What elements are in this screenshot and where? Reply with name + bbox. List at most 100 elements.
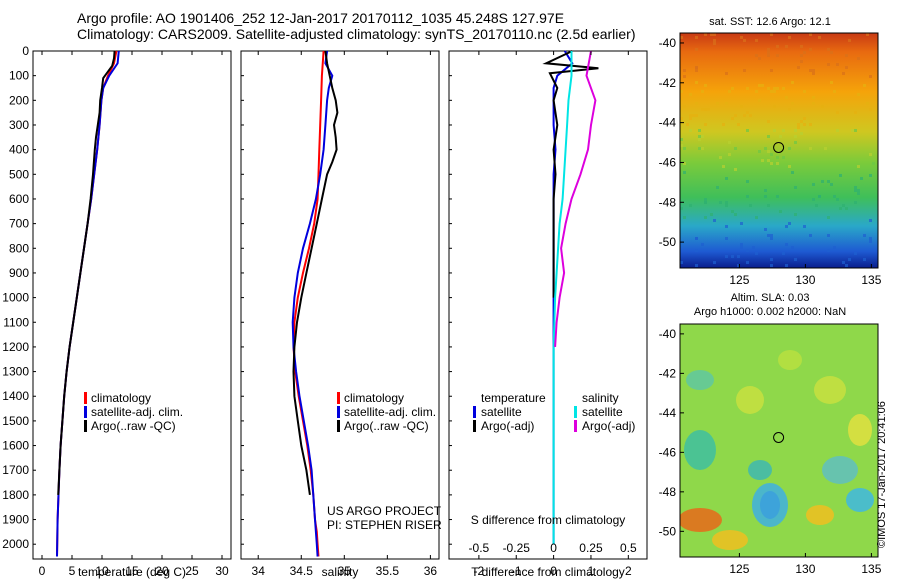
sst-cell xyxy=(785,264,788,267)
sst-cell xyxy=(857,57,860,60)
legend-label-t-argo: Argo(-adj) xyxy=(481,419,534,433)
sst-cell xyxy=(716,102,719,105)
x-tick-label: 5 xyxy=(69,564,76,578)
sst-cell xyxy=(725,177,728,180)
sst-cell xyxy=(809,48,812,51)
credit-label: ©IMOS 17-Jan-2017 20:41:06 xyxy=(876,401,888,548)
sst-cell xyxy=(695,237,698,240)
sst-cell xyxy=(803,117,806,120)
sst-cell xyxy=(755,54,758,57)
sst-cell xyxy=(719,201,722,204)
temperature-plot-frame xyxy=(32,50,232,560)
x-tick-label: 35.5 xyxy=(376,564,400,578)
y-tick-label: 900 xyxy=(9,266,29,280)
sst-cell xyxy=(854,252,857,255)
sst-cell xyxy=(869,219,872,222)
legend-label-satellite: satellite-adj. clim. xyxy=(344,405,436,419)
sst-cell xyxy=(812,96,815,99)
sst-cell xyxy=(758,84,761,87)
sst-cell xyxy=(713,42,716,45)
legend-label-climatology: climatology xyxy=(344,391,404,405)
y-tick-label: 600 xyxy=(9,192,29,206)
sst-cell xyxy=(755,252,758,255)
sst-cell xyxy=(803,90,806,93)
sla-feature xyxy=(846,488,874,512)
sst-cell xyxy=(728,153,731,156)
sst-cell xyxy=(845,66,848,69)
legend-swatch-s-satellite xyxy=(574,406,577,418)
sst-cell xyxy=(812,102,815,105)
legend-swatch-argo xyxy=(337,420,340,432)
sst-cell xyxy=(842,204,845,207)
y-tick-label: -46 xyxy=(659,155,677,169)
sst-cell xyxy=(680,90,683,93)
series-line-climatology xyxy=(56,50,118,557)
sla-feature xyxy=(822,456,858,484)
legend-title-salinity: salinity xyxy=(582,391,619,405)
sst-cell xyxy=(782,156,785,159)
sst-cell xyxy=(695,66,698,69)
sst-cell xyxy=(743,69,746,72)
sst-cell xyxy=(869,174,872,177)
sst-cell xyxy=(695,36,698,39)
sla-feature xyxy=(684,430,716,470)
y-tick-label: 2000 xyxy=(2,537,29,551)
sst-cell xyxy=(812,198,815,201)
legend-label-t-satellite: satellite xyxy=(481,405,522,419)
sst-cell xyxy=(746,180,749,183)
sst-cell xyxy=(767,87,770,90)
sla-feature xyxy=(778,350,802,370)
sst-cell xyxy=(689,93,692,96)
temperature-panel: 0 5 10 15 20 25 30 0 100 200 300 400 500 600 700 800 90… xyxy=(2,44,232,579)
sst-cell xyxy=(854,201,857,204)
top-tick-label: 0.5 xyxy=(620,541,637,555)
sst-cell xyxy=(725,72,728,75)
x-tick-label: 125 xyxy=(729,273,749,287)
sst-cell xyxy=(737,264,740,267)
y-tick-label: -42 xyxy=(659,76,677,90)
project-annotation-line-1: US ARGO PROJECT xyxy=(327,504,442,518)
sst-cell xyxy=(761,159,764,162)
sst-cell xyxy=(869,240,872,243)
sst-cell xyxy=(728,90,731,93)
sst-cell xyxy=(719,156,722,159)
sst-cell xyxy=(725,225,728,228)
sst-cell xyxy=(764,195,767,198)
sst-cell xyxy=(767,48,770,51)
sst-cell xyxy=(704,216,707,219)
sst-cell xyxy=(854,186,857,189)
sst-cell xyxy=(773,90,776,93)
sst-cell xyxy=(689,204,692,207)
sst-cell xyxy=(743,39,746,42)
sst-cell xyxy=(746,261,749,264)
sst-cell xyxy=(836,129,839,132)
sst-cell xyxy=(773,105,776,108)
sst-cell xyxy=(800,120,803,123)
y-tick-label: -42 xyxy=(659,366,677,380)
sst-cell xyxy=(800,60,803,63)
x-tick-label: 15 xyxy=(125,564,139,578)
sst-cell xyxy=(791,81,794,84)
sst-cell xyxy=(827,249,830,252)
sst-cell xyxy=(857,189,860,192)
sst-cell xyxy=(704,33,707,36)
series-line-satellite-adj-clim- xyxy=(291,50,334,557)
sst-cell xyxy=(797,123,800,126)
sst-cell xyxy=(710,213,713,216)
salinity-panel: 34 34.5 35 35.5 36 salinity climatology sate… xyxy=(240,50,442,579)
sst-cell xyxy=(707,108,710,111)
sst-cell xyxy=(773,129,776,132)
sst-cell xyxy=(725,255,728,258)
y-tick-label: -46 xyxy=(659,445,677,459)
legend-swatch-argo xyxy=(84,420,87,432)
sst-cell xyxy=(833,195,836,198)
sst-cell xyxy=(857,192,860,195)
y-tick-label: 300 xyxy=(9,118,29,132)
sst-cell xyxy=(680,138,683,141)
sst-cell xyxy=(683,171,686,174)
y-tick-label: 1400 xyxy=(2,389,29,403)
top-tick-label: 0.25 xyxy=(579,541,603,555)
top-tick-label: -0.5 xyxy=(469,541,490,555)
sst-cell xyxy=(785,45,788,48)
sst-cell xyxy=(770,234,773,237)
